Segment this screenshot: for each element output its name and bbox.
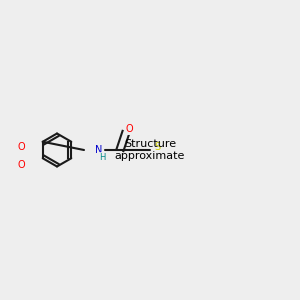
Text: S: S bbox=[154, 142, 160, 152]
Text: O: O bbox=[17, 160, 25, 170]
Text: O: O bbox=[17, 142, 25, 152]
Text: O: O bbox=[125, 124, 133, 134]
Text: Structure
approximate: Structure approximate bbox=[115, 139, 185, 161]
Text: N: N bbox=[95, 145, 103, 155]
Text: H: H bbox=[99, 153, 105, 162]
